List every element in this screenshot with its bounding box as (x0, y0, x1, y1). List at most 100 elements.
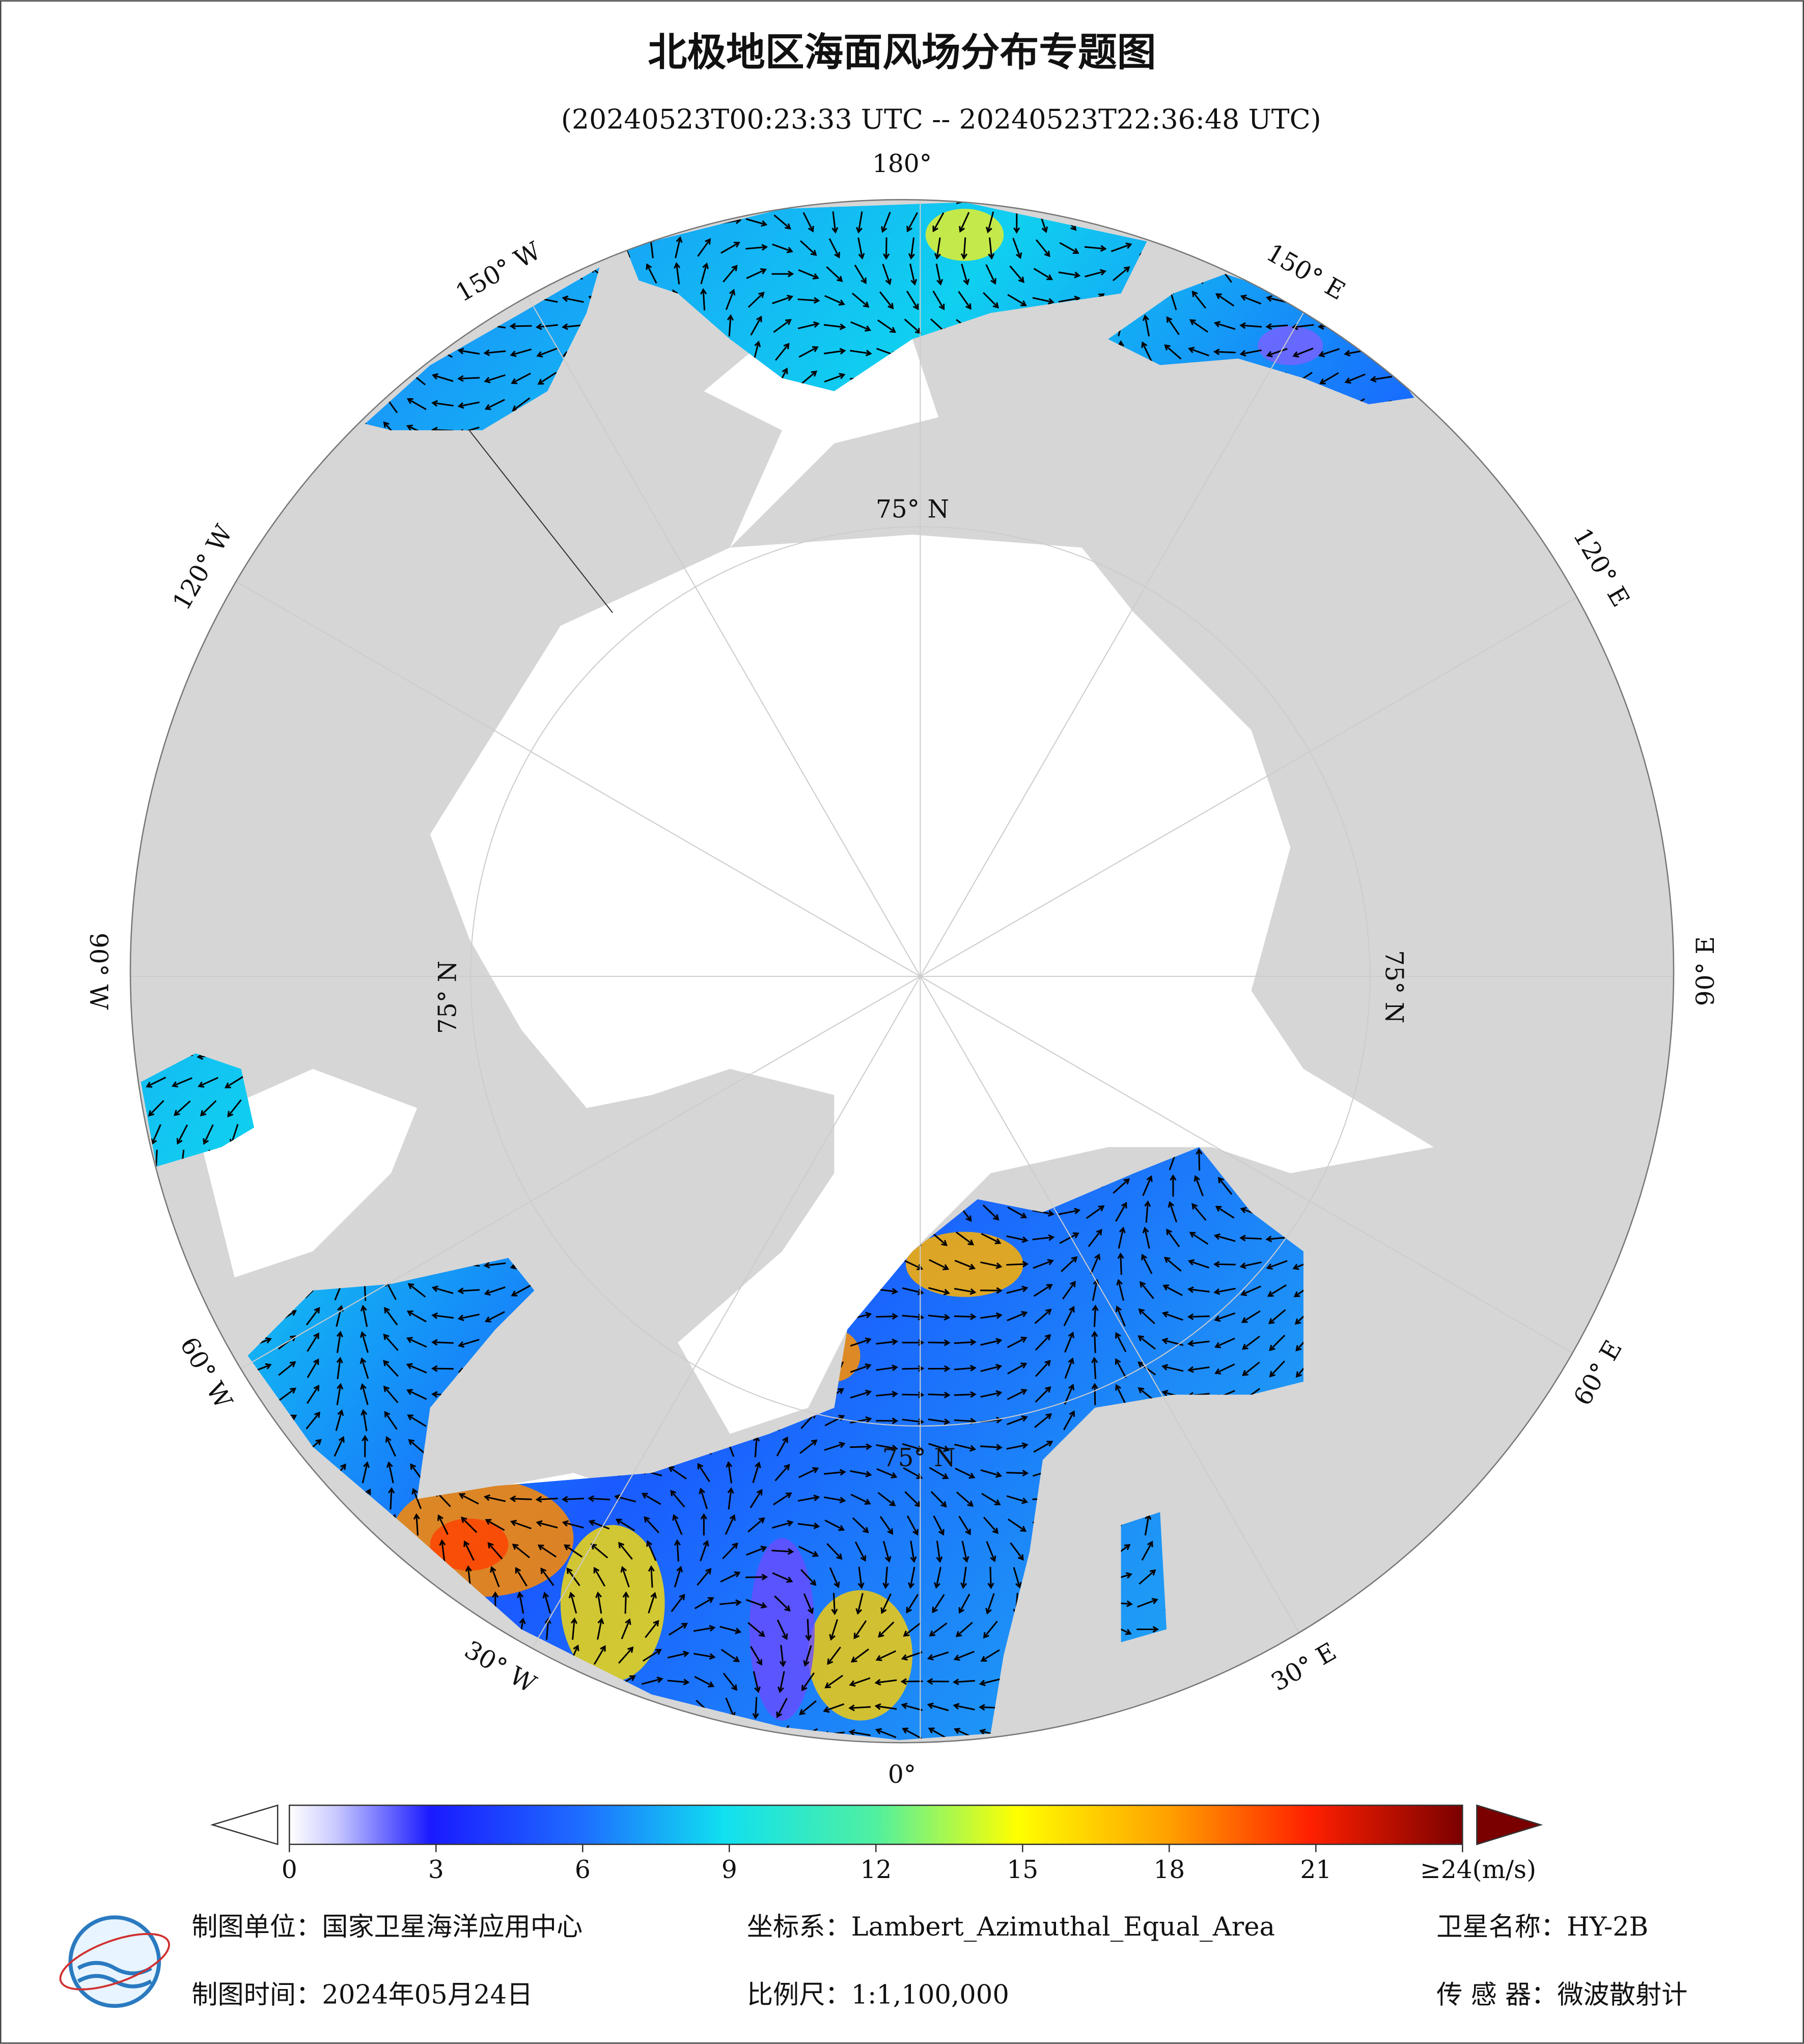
wind-arrow (121, 321, 139, 331)
wind-arrow (307, 1358, 319, 1378)
border (468, 430, 613, 613)
wind-arrow (776, 1436, 788, 1457)
wind-arrow (540, 1567, 554, 1586)
wind-arrow (1213, 1233, 1236, 1242)
wind-arrow (380, 1599, 403, 1606)
wind-arrow (278, 266, 296, 282)
wind-arrow (146, 506, 169, 513)
wind-arrow (223, 1703, 245, 1711)
wind-arrow (802, 212, 814, 233)
wind-arrow (385, 367, 397, 388)
wind-arrow (1006, 1495, 1029, 1504)
wind-arrow (1374, 264, 1389, 283)
wind-arrow (1373, 1647, 1391, 1663)
wind-arrow (359, 1357, 369, 1379)
wind-arrow (1241, 1335, 1260, 1350)
wind-arrow (146, 1727, 166, 1739)
logo-orbit (59, 1933, 170, 1991)
wind-arrow (1191, 1203, 1207, 1221)
wind-arrow (750, 315, 762, 336)
wind-arrow (336, 1331, 343, 1353)
wind-arrow (1191, 290, 1207, 309)
wind-arrow (197, 1678, 219, 1685)
wind-arrow (354, 243, 377, 250)
wind-arrow (1294, 1701, 1314, 1714)
wind-arrow (1214, 1337, 1235, 1349)
footer-date: 制图时间：2024年05月24日 (191, 1979, 533, 2010)
wind-arrow (564, 1701, 584, 1714)
wind-arrow (750, 1646, 762, 1666)
wind-arrow (644, 1516, 659, 1533)
wind-arrow (276, 1520, 298, 1531)
wind-arrow (203, 1515, 215, 1536)
wind-arrow (307, 1593, 319, 1614)
wind-arrow (331, 1724, 346, 1741)
wind-arrow (952, 1678, 975, 1686)
wind-arrow (330, 215, 349, 229)
wind-arrow (141, 1261, 142, 1270)
wind-arrow (124, 187, 137, 204)
wind-arrow (1006, 1442, 1029, 1450)
wind-arrow (141, 505, 143, 512)
wind-arrow (1062, 1280, 1076, 1300)
wind-arrow (824, 295, 845, 306)
wind-arrow (229, 1593, 240, 1614)
wind-arrow (960, 237, 968, 260)
wind-arrow (146, 1443, 168, 1452)
wind-arrow (537, 372, 557, 385)
wind-arrow (958, 1516, 971, 1535)
wind-arrow (439, 1539, 446, 1562)
wind-arrow (1032, 297, 1054, 305)
wind-arrow (122, 1076, 139, 1088)
wind-arrow (227, 202, 242, 205)
wind-arrow (799, 370, 818, 386)
wind-arrow (1344, 294, 1366, 305)
wind-arrow (406, 398, 427, 410)
wind-arrow (1168, 1201, 1178, 1223)
wind-arrow (882, 1566, 890, 1589)
wind-arrow (1188, 347, 1209, 357)
wind-arrow (279, 1543, 296, 1559)
wind-arrow (178, 237, 185, 260)
wind-arrow (955, 1231, 975, 1246)
wind-arrow (146, 1418, 169, 1425)
wind-arrow (276, 347, 299, 355)
wind-arrow (180, 1541, 187, 1563)
wind-arrow (1091, 1330, 1098, 1353)
wind-arrow (248, 1704, 271, 1712)
wind-arrow (431, 400, 454, 407)
wind-arrow (876, 1338, 899, 1346)
wind-arrow (1007, 1389, 1028, 1401)
wind-arrow (172, 1418, 195, 1425)
wind-arrow (826, 1543, 843, 1560)
wind-arrow (1241, 1310, 1261, 1323)
wind-arrow (172, 506, 195, 513)
wind-arrow (355, 1545, 376, 1556)
wind-arrow (510, 1520, 532, 1529)
wind-arrow (1272, 210, 1282, 232)
wind-arrow (334, 1436, 345, 1457)
wind-arrow (752, 1697, 759, 1720)
wind-arrow (850, 321, 872, 332)
wind-arrow (250, 1470, 273, 1477)
wind-arrow (432, 1678, 455, 1685)
wind-arrow (1196, 236, 1203, 259)
wind-arrow (328, 244, 351, 253)
wind-arrow (126, 264, 135, 283)
wind-arrow (336, 418, 344, 441)
wind-arrow (1163, 1256, 1182, 1272)
wind-arrow (954, 1364, 977, 1372)
wind-arrow (251, 321, 272, 332)
wind-arrow (148, 1100, 164, 1117)
wind-arrow (1265, 323, 1288, 330)
wind-arrow (150, 291, 163, 310)
wind-arrow (1214, 1312, 1236, 1322)
wind-arrow (1247, 210, 1254, 233)
colorbar-under (210, 1804, 279, 1845)
wind-arrow (1242, 1674, 1261, 1689)
wind-arrow (231, 1541, 240, 1563)
wind-arrow (694, 1597, 714, 1609)
wind-arrow (981, 1233, 1002, 1244)
wind-arrow (336, 1357, 343, 1379)
wind-arrow (463, 202, 476, 205)
